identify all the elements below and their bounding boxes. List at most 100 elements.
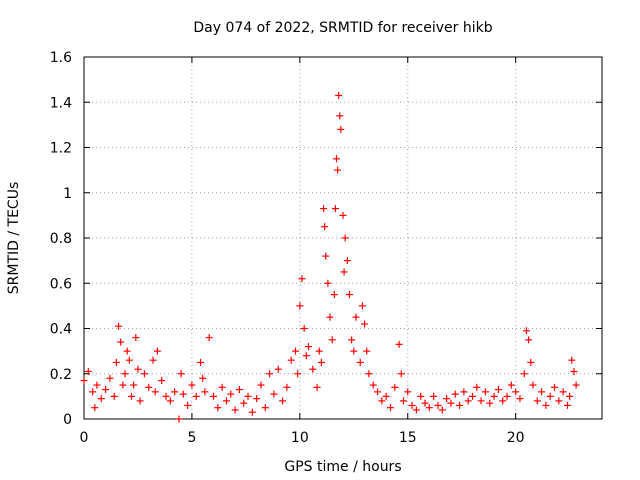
data-point [522,327,530,335]
data-point [425,404,433,412]
x-tick-label: 0 [80,430,89,446]
data-point [110,392,118,400]
data-point [340,268,348,276]
data-point [283,383,291,391]
data-point [321,223,329,231]
data-point [328,336,336,344]
data-point [374,388,382,396]
data-point [298,275,306,283]
data-point [333,155,341,163]
data-point [336,112,344,120]
data-point [417,392,425,400]
data-point [397,370,405,378]
data-point [296,302,304,310]
data-point [248,408,256,416]
data-point [473,383,481,391]
data-point [361,320,369,328]
data-point [130,381,138,389]
data-point [443,395,451,403]
data-point [145,383,153,391]
data-point [201,388,209,396]
data-point [300,325,308,332]
y-tick-label: 1 [63,186,72,202]
data-point [572,381,580,389]
data-point [570,367,578,375]
data-point [356,358,364,366]
y-tick-label: 1.6 [50,50,72,66]
data-point [434,401,442,409]
data-point [287,356,295,364]
data-point [358,302,366,310]
data-point [363,347,371,355]
data-point [408,401,416,409]
data-point [369,381,377,389]
data-point [91,404,99,412]
data-point [430,392,438,400]
data-point [525,336,533,344]
data-point [386,404,394,412]
data-point [205,334,213,342]
data-point [162,392,170,400]
data-point [568,356,576,364]
data-point [345,291,353,299]
gridlines [84,57,602,419]
y-tick-label: 0.4 [50,322,72,338]
y-tick-label: 0 [63,412,72,428]
data-point [80,377,88,385]
data-point [235,386,243,394]
data-point [266,370,274,378]
data-point [197,358,205,366]
data-point [261,404,269,412]
data-point [399,397,407,405]
data-point [507,381,515,389]
data-point [341,234,349,242]
data-point [456,401,464,409]
data-point [322,252,330,260]
data-point [179,390,187,398]
data-point [123,347,131,355]
data-point [112,358,120,366]
data-point [490,392,498,400]
data-point [136,397,144,405]
data-point [438,406,446,414]
data-point [499,397,507,405]
data-point [253,395,261,403]
data-point [218,383,226,391]
data-point [153,347,161,355]
data-point [382,392,390,400]
x-tick-label: 10 [291,430,309,446]
y-tick-label: 1.2 [50,141,72,157]
x-tick-label: 15 [399,430,417,446]
data-point [339,211,347,219]
data-point [460,388,468,396]
data-point [404,388,412,396]
data-point [309,365,317,373]
data-point [395,340,403,348]
data-point [177,370,185,378]
data-point [563,401,571,409]
chart-title: Day 074 of 2022, SRMTID for receiver hik… [193,20,492,36]
data-point [117,338,125,346]
y-axis-label: SRMTID / TECUs [6,182,22,295]
data-point [119,381,127,389]
data-point [481,388,489,396]
data-point [486,399,494,407]
data-point [214,404,222,412]
data-point [412,406,420,414]
data-point [469,392,476,400]
data-point [334,166,342,174]
data-point [188,381,196,389]
data-point [97,395,105,403]
data-point [166,397,174,405]
data-point [115,322,123,330]
data-point [134,365,142,373]
data-point [210,392,217,400]
data-point [320,205,328,213]
data-point [529,381,537,389]
data-point [391,383,399,391]
data-points [80,91,580,423]
data-point [222,397,230,405]
data-point [350,347,358,355]
data-point [520,370,528,378]
